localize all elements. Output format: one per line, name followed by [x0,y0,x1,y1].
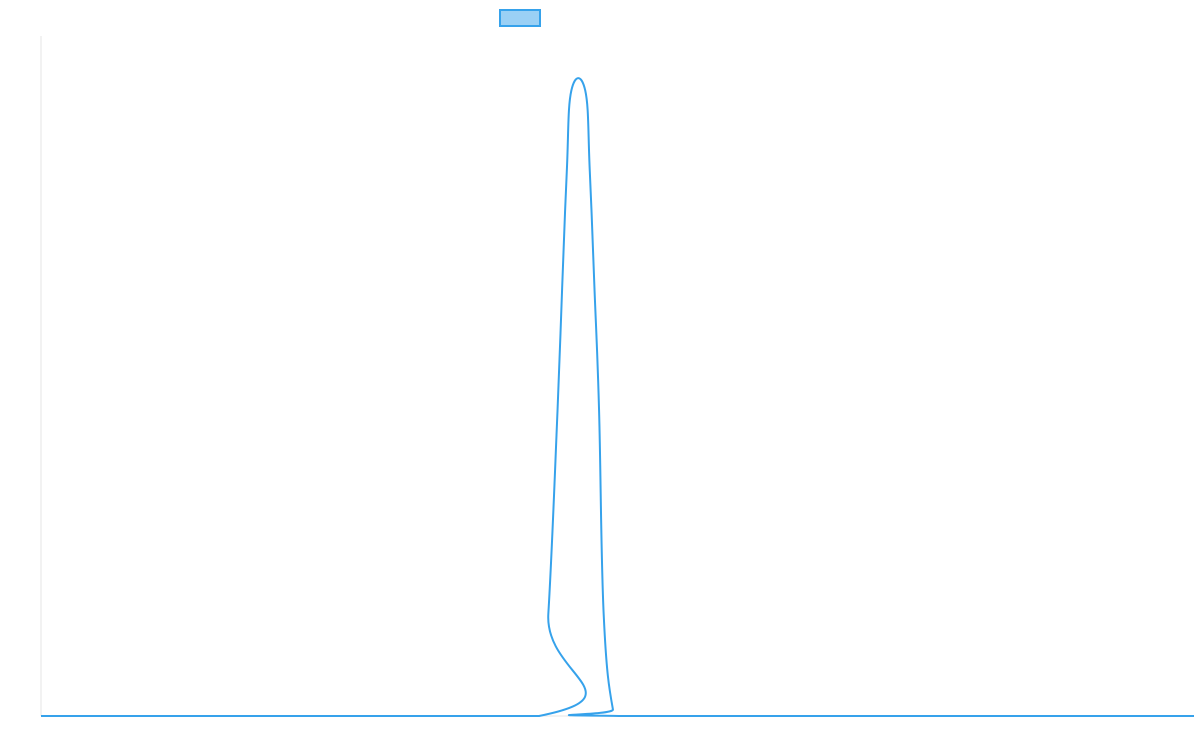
series-layer [41,77,1194,718]
axes [40,36,1194,717]
legend[interactable] [499,9,541,27]
legend-swatch-0[interactable] [499,9,541,27]
series-line-0[interactable] [41,77,1194,718]
